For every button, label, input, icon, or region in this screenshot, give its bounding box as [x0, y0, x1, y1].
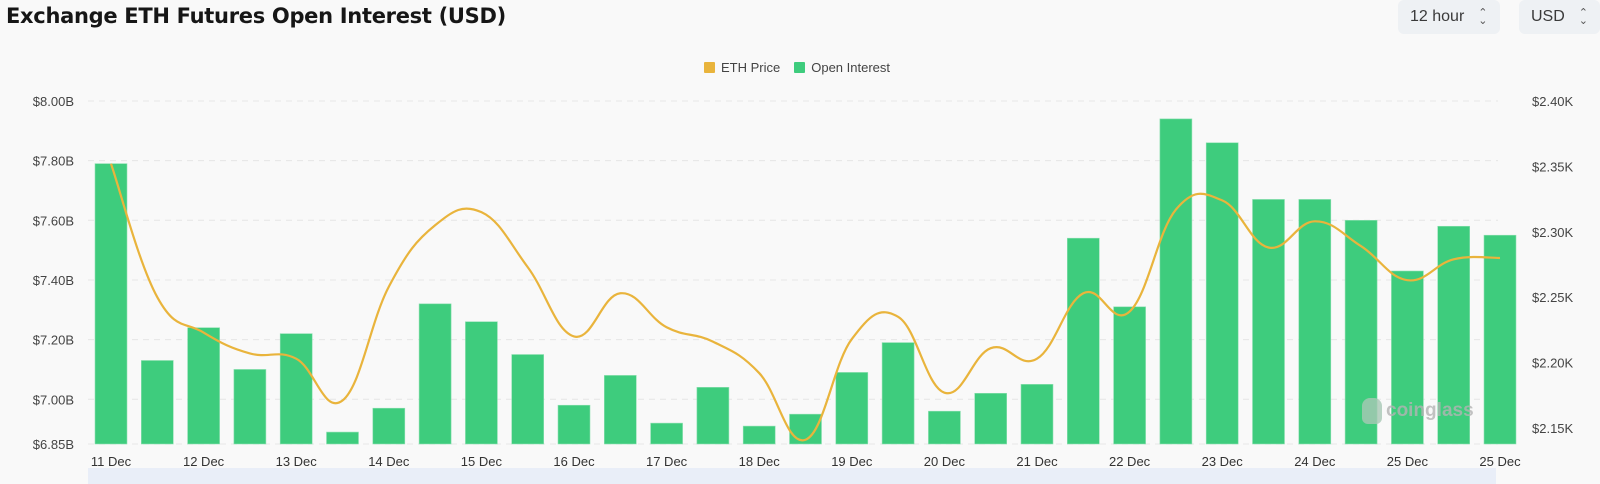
oi-bar[interactable]	[928, 410, 961, 445]
oi-bar[interactable]	[696, 387, 730, 445]
x-axis-tick: 21 Dec	[1016, 454, 1058, 469]
coinglass-logo-icon	[1362, 398, 1382, 424]
left-axis-tick: $7.20B	[33, 333, 74, 348]
x-axis: 11 Dec 12 Dec 13 Dec 14 Dec 15 Dec 16 Dec 17 D…	[91, 454, 1521, 469]
oi-bar[interactable]	[1437, 225, 1470, 445]
oi-bar[interactable]	[974, 392, 1008, 445]
up-down-chevron-icon: ⌃ ⌄	[1578, 7, 1588, 27]
x-axis-tick: 13 Dec	[276, 454, 318, 469]
coinglass-watermark: coinglass	[1362, 398, 1474, 424]
eth-price-line	[109, 163, 1501, 442]
oi-bar[interactable]	[603, 375, 637, 445]
legend-label: ETH Price	[721, 60, 781, 75]
right-axis-tick: $2.25K	[1532, 290, 1574, 305]
left-y-axis: $6.85B $7.00B $7.20B $7.40B $7.60B $7.80B $8.0…	[33, 94, 74, 452]
right-axis-tick: $2.30K	[1532, 225, 1574, 240]
oi-bar[interactable]	[1113, 306, 1146, 445]
up-down-chevron-icon: ⌃ ⌄	[1478, 7, 1488, 27]
legend-label: Open Interest	[811, 60, 891, 75]
x-axis-tick: 25 Dec	[1479, 454, 1521, 469]
left-axis-tick: $7.40B	[33, 273, 74, 288]
left-axis-tick: $7.80B	[33, 154, 74, 169]
x-axis-tick: 17 Dec	[646, 454, 688, 469]
x-axis-tick: 23 Dec	[1202, 454, 1244, 469]
oi-bar[interactable]	[418, 303, 452, 445]
left-axis-tick: $6.85B	[33, 437, 74, 452]
right-axis-tick: $2.20K	[1532, 356, 1574, 371]
right-y-axis: $2.15K $2.20K $2.25K $2.30K $2.35K $2.40K	[1532, 94, 1574, 436]
oi-bar[interactable]	[1159, 118, 1193, 445]
interval-select-value: 12 hour	[1410, 8, 1465, 25]
oi-bar[interactable]	[233, 369, 267, 445]
left-axis-tick: $8.00B	[33, 94, 74, 109]
right-axis-tick: $2.15K	[1532, 421, 1574, 436]
oi-bar[interactable]	[141, 360, 174, 445]
oi-bar[interactable]	[279, 333, 313, 445]
data-zoom-slider[interactable]	[88, 468, 1496, 484]
open-interest-bars	[94, 118, 1517, 445]
oi-bar[interactable]	[1020, 384, 1054, 445]
left-axis-tick: $7.60B	[33, 213, 74, 228]
x-axis-tick: 25 Dec	[1387, 454, 1429, 469]
oi-bar[interactable]	[326, 431, 359, 445]
oi-bar[interactable]	[835, 372, 869, 445]
x-axis-tick: 19 Dec	[831, 454, 873, 469]
currency-select-value: USD	[1531, 8, 1565, 25]
interval-select[interactable]: 12 hour ⌃ ⌄	[1398, 0, 1500, 34]
oi-bar[interactable]	[187, 327, 220, 445]
x-axis-tick: 20 Dec	[924, 454, 966, 469]
oi-bar[interactable]	[742, 425, 776, 445]
x-axis-tick: 22 Dec	[1109, 454, 1151, 469]
oi-bar[interactable]	[465, 321, 498, 445]
oi-bar[interactable]	[1252, 199, 1285, 445]
oi-bar[interactable]	[1391, 270, 1424, 445]
legend-swatch-icon	[794, 62, 806, 73]
x-axis-tick: 15 Dec	[461, 454, 503, 469]
oi-bar[interactable]	[372, 407, 406, 445]
left-axis-tick: $7.00B	[33, 392, 74, 407]
x-axis-tick: 16 Dec	[553, 454, 595, 469]
x-axis-tick: 18 Dec	[739, 454, 781, 469]
legend-item-open-interest[interactable]: Open Interest	[794, 60, 890, 75]
currency-select[interactable]: USD ⌃ ⌄	[1519, 0, 1600, 34]
x-axis-tick: 14 Dec	[368, 454, 410, 469]
right-axis-tick: $2.35K	[1532, 159, 1574, 174]
chart-legend: ETH Price Open Interest	[704, 60, 890, 75]
x-axis-tick: 24 Dec	[1294, 454, 1336, 469]
x-axis-tick: 11 Dec	[91, 454, 132, 469]
oi-bar[interactable]	[1298, 199, 1332, 445]
x-axis-tick: 12 Dec	[183, 454, 225, 469]
legend-swatch-icon	[704, 62, 715, 73]
oi-bar[interactable]	[1483, 234, 1517, 445]
oi-bar[interactable]	[1205, 142, 1239, 445]
oi-bar[interactable]	[881, 342, 915, 445]
oi-bar[interactable]	[650, 422, 683, 445]
legend-item-eth-price[interactable]: ETH Price	[704, 60, 780, 75]
page-title: Exchange ETH Futures Open Interest (USD)	[6, 4, 506, 28]
oi-bar[interactable]	[557, 404, 591, 445]
right-axis-tick: $2.40K	[1532, 94, 1574, 109]
oi-bar[interactable]	[511, 354, 545, 445]
oi-bar[interactable]	[1067, 237, 1100, 445]
oi-bar[interactable]	[94, 163, 128, 445]
